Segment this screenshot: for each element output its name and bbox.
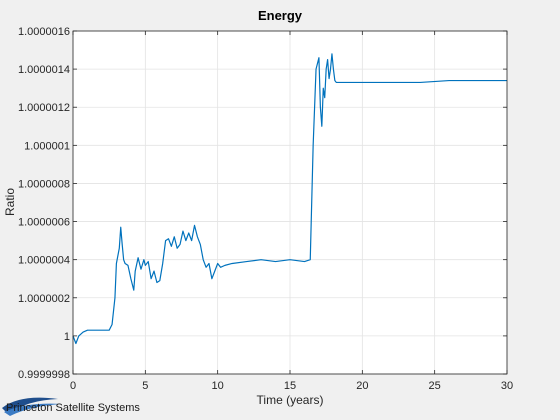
y-tick-label: 1.0000012 <box>18 102 70 114</box>
swoosh-highlight-icon <box>4 403 62 416</box>
company-logo: Princeton Satellite Systems <box>2 397 140 416</box>
y-tick-label: 1.000001 <box>24 140 70 152</box>
y-tick-label: 1.0000014 <box>18 64 70 76</box>
y-tick-label: 1.0000004 <box>18 255 70 267</box>
x-tick-label: 15 <box>284 380 296 392</box>
x-tick-label: 10 <box>212 380 224 392</box>
y-tick-labels: 0.9999998 1 1.0000002 1.0000004 1.0000006 1.0… <box>18 26 70 381</box>
ticks <box>72 30 508 375</box>
y-tick-label: 1.0000008 <box>18 178 70 190</box>
y-tick-label: 1 <box>64 331 70 343</box>
swoosh-icon <box>2 397 58 414</box>
y-axis-label: Ratio <box>3 188 17 216</box>
x-tick-label: 5 <box>142 380 148 392</box>
chart-title: Energy <box>258 8 303 23</box>
x-tick-labels: 0 5 10 15 20 25 30 <box>70 380 513 392</box>
x-tick-label: 20 <box>356 380 368 392</box>
y-tick-label: 1.0000002 <box>18 293 70 305</box>
x-tick-label: 25 <box>429 380 441 392</box>
y-tick-label: 1.0000006 <box>18 217 70 229</box>
x-tick-label: 30 <box>501 380 513 392</box>
y-tick-label: 1.0000016 <box>18 26 70 38</box>
series-layer <box>72 53 507 345</box>
x-axis-label: Time (years) <box>257 393 324 407</box>
series-line-0 <box>72 53 507 345</box>
x-tick-label: 0 <box>70 380 76 392</box>
logo-text: Princeton Satellite Systems <box>6 402 140 414</box>
y-tick-label: 0.9999998 <box>18 369 70 381</box>
